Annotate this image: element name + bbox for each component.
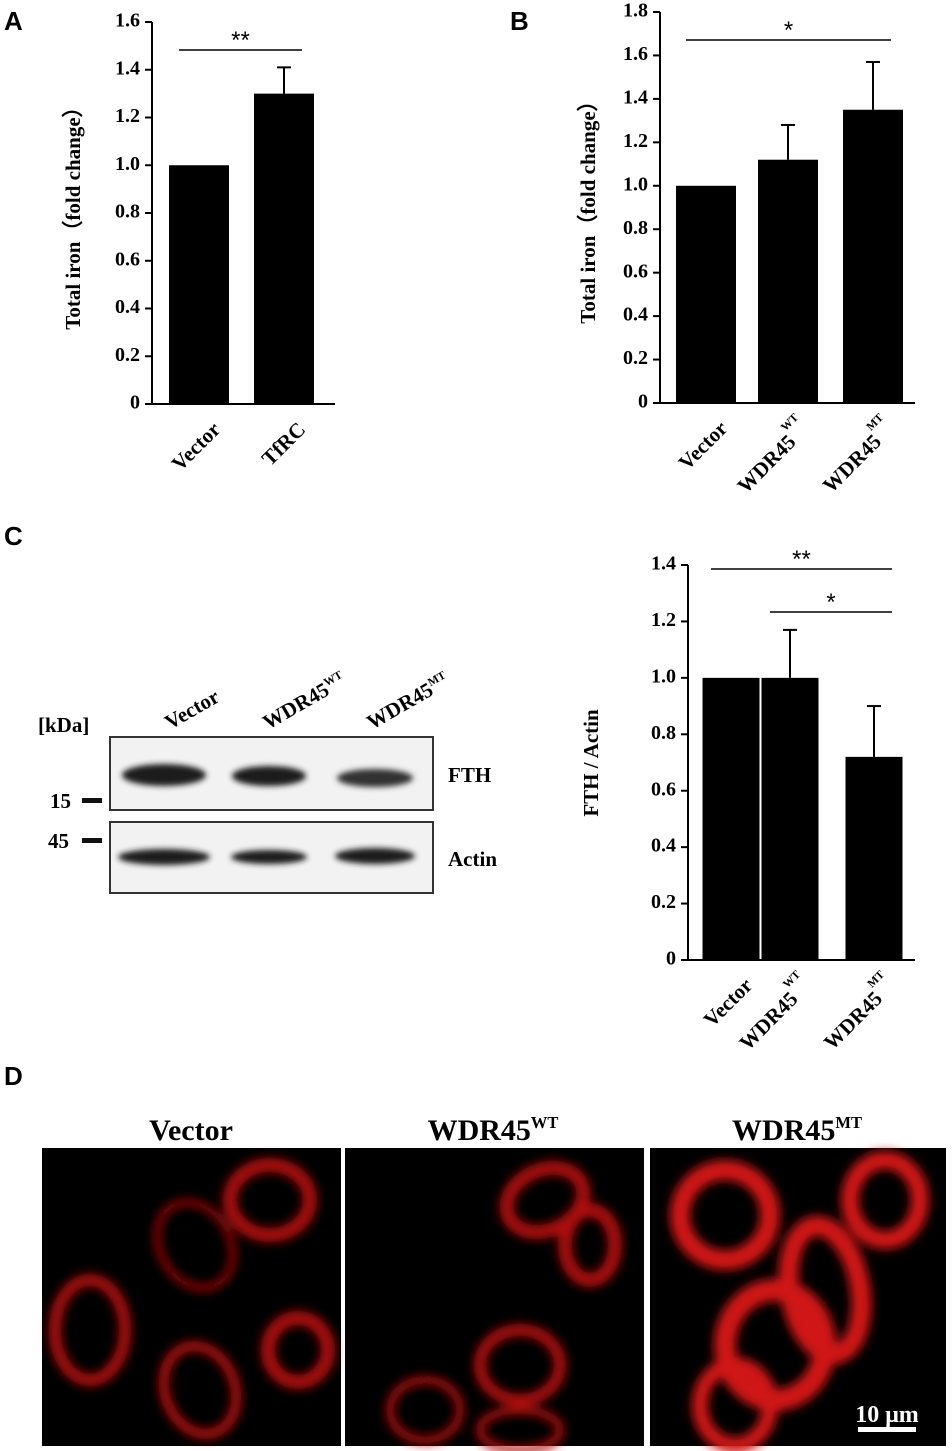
- y-tick-label: 0.2: [115, 344, 140, 366]
- y-tick-label: 1.4: [115, 57, 140, 79]
- y-tick-label: 1.0: [623, 173, 648, 195]
- y-tick-label: 1.0: [115, 153, 140, 175]
- y-tick-label: 1.0: [651, 665, 676, 687]
- image-panel: [42, 1148, 341, 1446]
- y-tick-label: 0: [638, 391, 648, 413]
- scale-bar-label: 10 μm: [855, 1402, 919, 1428]
- label-text: WDR45: [733, 430, 801, 498]
- panel-letter: C: [4, 521, 23, 551]
- y-tick-label: 0.4: [623, 304, 648, 326]
- significance-label: *: [826, 589, 835, 616]
- label-superscript: WT: [322, 669, 345, 689]
- band-label: Actin: [448, 847, 497, 871]
- image-title: Vector: [149, 1114, 233, 1147]
- scale-bar: [858, 1427, 916, 1432]
- y-tick-label: 1.2: [651, 609, 676, 631]
- cells: [49, 1151, 929, 1451]
- bar: [169, 165, 229, 404]
- label-text: WDR45: [259, 677, 334, 734]
- microscopy: 10 μm: [42, 1148, 946, 1451]
- label-superscript: MT: [426, 669, 448, 689]
- label-text: Vector: [674, 416, 732, 474]
- y-tick-label: 0.8: [115, 201, 140, 223]
- y-axis-label: Total iron（fold change）: [61, 96, 85, 329]
- lane-label: WDR45MT: [363, 668, 454, 734]
- y-tick-label: 0.4: [115, 296, 140, 318]
- panel-letter: D: [4, 1061, 23, 1091]
- marker-label: 45: [48, 829, 69, 853]
- y-tick-label: 1.4: [651, 553, 676, 575]
- bar: [845, 756, 903, 960]
- marker-tick: [82, 838, 102, 843]
- y-tick-label: 0: [130, 392, 140, 414]
- y-tick-label: 0.6: [115, 248, 140, 270]
- y-axis-label: Total iron（fold change）: [576, 90, 600, 323]
- bar: [254, 93, 314, 404]
- x-tick-label: Vector: [167, 417, 225, 475]
- bar: [843, 109, 903, 403]
- marker-label: 15: [50, 789, 71, 813]
- x-tick-label: WDR45MT: [814, 969, 900, 1055]
- label-superscript: WT: [531, 1113, 559, 1132]
- label-text: Vector: [167, 417, 225, 475]
- y-tick-label: 1.8: [623, 0, 648, 22]
- significance-label: **: [792, 546, 811, 573]
- y-tick-label: 1.6: [623, 43, 648, 65]
- x-tick-label: TfRC: [257, 417, 310, 470]
- band-label: FTH: [448, 763, 491, 787]
- panel-letter: B: [510, 6, 529, 36]
- y-tick-label: 0.8: [623, 217, 648, 239]
- y-tick-label: 1.6: [115, 10, 140, 32]
- y-tick-label: 0.6: [651, 778, 676, 800]
- western-blot: [kDa] 15 45 FTH Actin: [38, 713, 497, 894]
- label-text: WDR45: [819, 986, 887, 1054]
- y-tick-label: 0.2: [651, 891, 676, 913]
- y-tick-label: 0.6: [623, 260, 648, 282]
- bar: [761, 677, 819, 960]
- panel-letter: A: [4, 6, 23, 36]
- significance-label: *: [784, 17, 793, 44]
- lane-label: WDR45WT: [259, 668, 351, 735]
- y-tick-label: 0.8: [651, 722, 676, 744]
- label-text: Vector: [149, 1114, 233, 1147]
- x-tick-label: WDR45MT: [813, 412, 899, 498]
- marker-tick: [82, 798, 102, 803]
- label-text: Vector: [161, 684, 224, 734]
- bar: [702, 677, 760, 960]
- y-tick-label: 1.4: [623, 86, 648, 108]
- label-text: WDR45: [732, 1114, 835, 1147]
- image-title: WDR45WT: [428, 1113, 559, 1147]
- y-axis-label: FTH / Actin: [579, 709, 603, 817]
- lane-label: Vector: [161, 684, 224, 734]
- bar: [758, 159, 818, 403]
- y-tick-label: 1.2: [623, 130, 648, 152]
- label-text: WDR45: [363, 677, 438, 734]
- label-text: WDR45: [428, 1114, 531, 1147]
- bands: [118, 764, 415, 865]
- x-tick-label: Vector: [674, 416, 732, 474]
- label-text: TfRC: [257, 417, 310, 470]
- y-tick-label: 0.2: [623, 347, 648, 369]
- y-tick-label: 0.4: [651, 835, 676, 857]
- y-tick-label: 1.2: [115, 105, 140, 127]
- x-tick-label: WDR45WT: [728, 412, 814, 498]
- label-superscript: MT: [835, 1113, 862, 1132]
- kda-label: [kDa]: [38, 713, 89, 737]
- label-text: WDR45: [818, 429, 886, 497]
- image-title: WDR45MT: [732, 1113, 862, 1147]
- bar: [676, 185, 736, 403]
- y-tick-label: 0: [666, 948, 676, 970]
- significance-label: **: [231, 27, 250, 54]
